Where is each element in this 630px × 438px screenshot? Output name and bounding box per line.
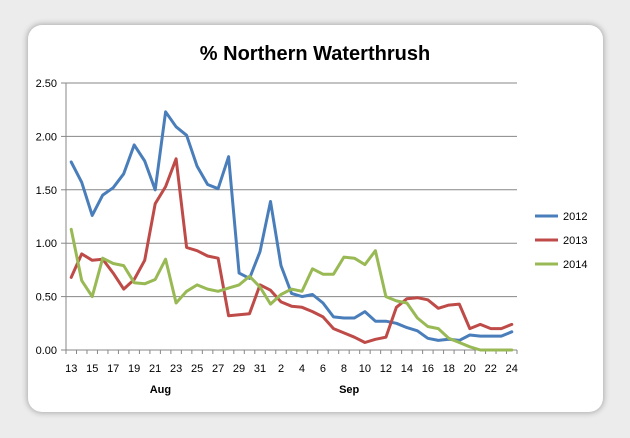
x-tick-label: 27 (212, 363, 224, 375)
x-tick-label: 6 (320, 363, 326, 375)
x-tick-label: 29 (233, 363, 245, 375)
x-tick-label: 19 (128, 363, 140, 375)
x-tick-label: 17 (107, 363, 119, 375)
x-tick-label: 13 (65, 363, 77, 375)
gridlines (66, 82, 517, 298)
y-tick-label: 2.50 (36, 78, 57, 90)
x-tick-label: 31 (254, 363, 266, 375)
legend-label-2013: 2013 (563, 235, 587, 247)
y-axis-ticks: 0.00 0.50 1.00 1.50 2.00 2.50 (36, 78, 66, 357)
y-tick-label: 0.00 (36, 345, 57, 357)
series-line-2012 (69, 110, 514, 342)
series-line-2014 (69, 227, 514, 352)
y-tick-label: 1.50 (36, 185, 57, 197)
y-tick-label: 2.00 (36, 131, 57, 143)
x-tick-label: 20 (464, 363, 476, 375)
x-tick-label: 21 (149, 363, 161, 375)
x-tick-label: 12 (380, 363, 392, 375)
x-tick-label: 10 (359, 363, 371, 375)
legend-label-2014: 2014 (563, 259, 587, 271)
month-labels: Aug Sep (150, 384, 360, 396)
x-tick-label: 22 (485, 363, 497, 375)
x-tick-label: 14 (401, 363, 413, 375)
month-label: Aug (150, 384, 171, 396)
x-tick-label: 16 (422, 363, 434, 375)
x-tick-label: 24 (506, 363, 518, 375)
y-tick-label: 0.50 (36, 292, 57, 304)
series-line-2013 (69, 157, 514, 344)
series-lines (69, 110, 514, 352)
x-tick-label: 23 (170, 363, 182, 375)
x-tick-label: 8 (341, 363, 347, 375)
chart-title: % Northern Waterthrush (200, 43, 430, 65)
x-tick-label: 2 (278, 363, 284, 375)
x-tick-label: 25 (191, 363, 203, 375)
month-label: Sep (339, 384, 359, 396)
y-tick-label: 1.00 (36, 238, 57, 250)
legend: 2012 2013 2014 (535, 211, 587, 271)
x-tick-label: 18 (443, 363, 455, 375)
x-axis-ticks: 13 15 17 19 21 23 25 27 29 31 2 4 6 8 10 12 14 16 18 20 22 24 (65, 350, 518, 375)
chart-card (28, 25, 603, 412)
x-tick-label: 4 (299, 363, 305, 375)
x-tick-label: 15 (86, 363, 98, 375)
axes (65, 83, 517, 351)
legend-label-2012: 2012 (563, 211, 587, 223)
